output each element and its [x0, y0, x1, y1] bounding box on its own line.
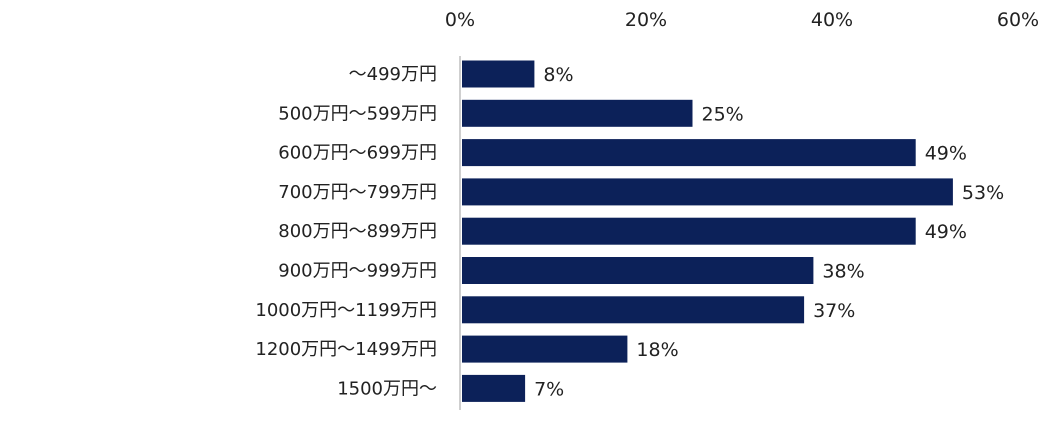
- category-label: 1200万円～1499万円: [255, 339, 437, 360]
- bar: [462, 374, 526, 402]
- category-label: 800万円～899万円: [278, 221, 437, 242]
- x-tick-label: 20%: [625, 9, 667, 31]
- bar: [462, 335, 628, 363]
- category-label: 900万円～999万円: [278, 261, 437, 282]
- data-label: 53%: [962, 182, 1004, 204]
- x-tick-label: 60%: [997, 9, 1039, 31]
- bar: [462, 139, 916, 167]
- data-label: 37%: [813, 300, 855, 322]
- category-label: 500万円～599万円: [278, 103, 437, 124]
- x-tick-label: 40%: [811, 9, 853, 31]
- data-label: 25%: [702, 103, 744, 125]
- data-label: 49%: [925, 143, 967, 165]
- bar: [462, 296, 805, 324]
- bar: [462, 257, 814, 284]
- data-labels: 8% 25% 49% 53% 49% 38% 37% 18% 7%: [534, 64, 1004, 400]
- bar: [462, 99, 693, 127]
- category-label: 600万円～699万円: [278, 143, 437, 164]
- category-label: 1500万円～: [337, 378, 437, 399]
- data-label: 7%: [534, 378, 564, 400]
- data-label: 18%: [636, 339, 678, 361]
- bar: [462, 178, 953, 206]
- category-label: 1000万円～1199万円: [255, 300, 437, 321]
- data-label: 8%: [543, 64, 573, 86]
- category-labels: ～499万円 500万円～599万円 600万円～699万円 700万円～799万円 8…: [255, 64, 437, 399]
- data-label: 38%: [822, 261, 864, 283]
- x-axis-ticks: 0% 20% 40% 60%: [445, 9, 1039, 31]
- bar: [462, 217, 916, 245]
- data-label: 49%: [925, 221, 967, 243]
- category-label: ～499万円: [349, 64, 437, 85]
- x-tick-label: 0%: [445, 9, 475, 31]
- bar-series: [462, 60, 953, 402]
- category-label: 700万円～799万円: [278, 182, 437, 203]
- bar: [462, 60, 535, 88]
